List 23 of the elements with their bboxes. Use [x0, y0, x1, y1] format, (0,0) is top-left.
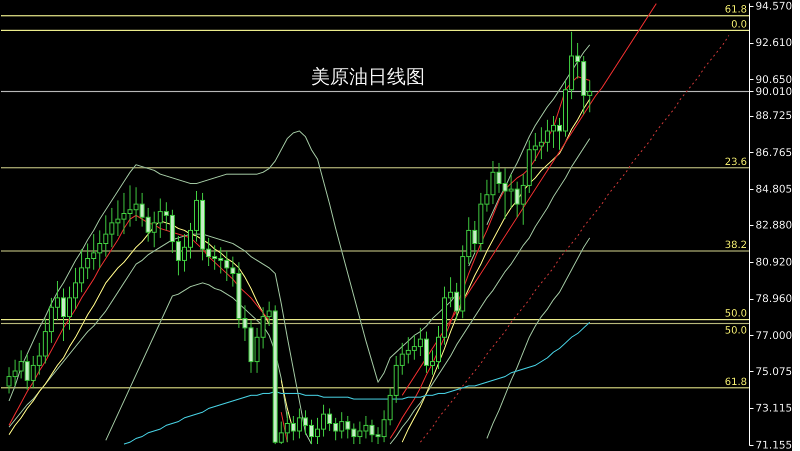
y-tick-label: 94.570 [756, 0, 792, 12]
text: 美原油日线图 [311, 66, 425, 88]
line-series [123, 322, 590, 445]
y-tick-label: 73.115 [756, 402, 792, 415]
annotation: 61.8 [724, 376, 747, 388]
y-tick-label: 77.000 [756, 330, 792, 342]
annotation: 38.2 [724, 240, 747, 251]
y-tick-label: 78.960 [756, 293, 792, 306]
annotation: 23.6 [724, 156, 747, 168]
y-tick-label: 86.765 [756, 146, 792, 159]
y-tick-label: 80.920 [756, 256, 792, 268]
y-tick-label: 88.725 [756, 110, 792, 122]
annotation: 0.0 [731, 19, 747, 30]
annotation: 61.8 [724, 4, 747, 16]
annotation: 50.0 [724, 326, 747, 337]
y-tick-label: 84.805 [756, 184, 792, 196]
y-tick-label: 75.075 [756, 366, 792, 378]
y-tick-label: 90.010 [756, 86, 792, 98]
annotation: 50.0 [724, 308, 747, 320]
y-tick-label: 92.610 [756, 37, 792, 50]
y-tick-label: 82.880 [756, 220, 792, 232]
y-tick-label: 90.650 [756, 74, 792, 86]
y-tick-label: 71.155 [756, 439, 792, 451]
